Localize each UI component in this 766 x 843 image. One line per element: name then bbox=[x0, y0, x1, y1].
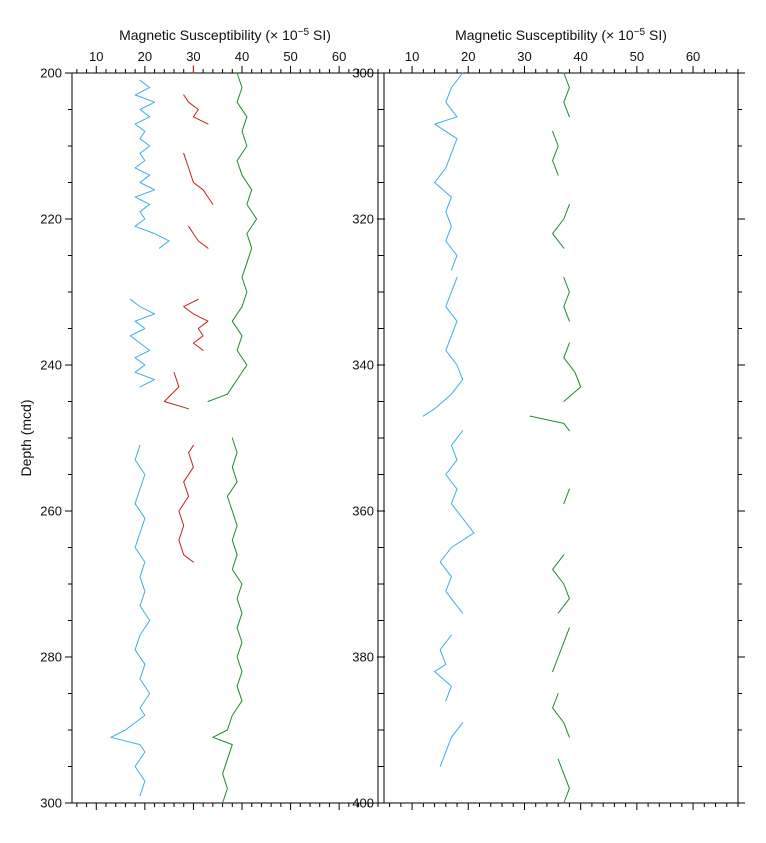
series-1-segment bbox=[129, 298, 156, 388]
series-1-segment bbox=[434, 72, 464, 271]
y-tick-label: 240 bbox=[40, 358, 62, 373]
x-tick-label: 50 bbox=[283, 49, 297, 64]
chart-panel-2: 10 20 30 40 50 60 300 320 340 360 380 400 Magnetic S… bbox=[352, 27, 745, 811]
x-tick-label: 50 bbox=[630, 49, 644, 64]
series-2-segment bbox=[529, 415, 570, 432]
x-tick-label: 40 bbox=[235, 49, 249, 64]
series-2-segment bbox=[552, 693, 570, 738]
plot-frame bbox=[383, 72, 739, 804]
y-tick-label: 360 bbox=[352, 504, 374, 519]
series-1-segment bbox=[439, 722, 464, 767]
y-tick-label: 200 bbox=[40, 66, 62, 81]
y-tick-label: 260 bbox=[40, 504, 62, 519]
series-2-segment bbox=[552, 203, 570, 249]
x-tick-label: 10 bbox=[405, 49, 419, 64]
series-2-segment bbox=[552, 627, 570, 673]
plot-frame bbox=[71, 72, 379, 804]
chart-panel-1: 10 20 30 40 50 60 200 220 240 260 280 300 Magnetic S… bbox=[18, 27, 385, 811]
series-1-segment bbox=[439, 430, 475, 614]
series-2-segment bbox=[552, 554, 570, 614]
series-1-segment bbox=[434, 634, 452, 702]
series-2-segment bbox=[563, 342, 582, 402]
y-tick-label: 340 bbox=[352, 358, 374, 373]
series-2-segment bbox=[183, 152, 214, 205]
series-2-segment bbox=[563, 488, 570, 505]
series-2-segment bbox=[188, 225, 209, 249]
series-2-segment bbox=[563, 72, 570, 118]
series-2-segment bbox=[178, 444, 194, 563]
series-1-segment bbox=[110, 444, 151, 797]
y-tick-label: 300 bbox=[40, 796, 62, 811]
series-2-segment bbox=[563, 276, 570, 322]
series-2-segment bbox=[183, 298, 209, 351]
series-3-segment bbox=[207, 72, 258, 402]
series-1-segment bbox=[134, 79, 170, 249]
x-tick-label: 20 bbox=[138, 49, 152, 64]
y-tick-label: 380 bbox=[352, 650, 374, 665]
x-tick-label: 30 bbox=[186, 49, 200, 64]
y-tick-label: 220 bbox=[40, 212, 62, 227]
y-tick-label: 300 bbox=[352, 66, 374, 81]
x-axis-title: Magnetic Susceptibility (× 10−5 SI) bbox=[119, 27, 331, 44]
x-tick-label: 60 bbox=[686, 49, 700, 64]
series-2-segment bbox=[552, 130, 559, 176]
x-axis-title: Magnetic Susceptibility (× 10−5 SI) bbox=[455, 27, 667, 44]
y-tick-label: 320 bbox=[352, 212, 374, 227]
x-tick-label: 60 bbox=[332, 49, 346, 64]
series-1-segment bbox=[422, 276, 464, 417]
series-2-segment bbox=[557, 758, 570, 804]
y-axis-title: Depth (mcd) bbox=[18, 399, 34, 476]
series-2-segment bbox=[183, 94, 209, 125]
y-tick-label: 280 bbox=[40, 650, 62, 665]
series-3-segment bbox=[212, 437, 243, 804]
x-tick-label: 30 bbox=[517, 49, 531, 64]
x-tick-label: 20 bbox=[461, 49, 475, 64]
x-tick-label: 10 bbox=[89, 49, 103, 64]
y-tick-label: 400 bbox=[352, 796, 374, 811]
x-tick-label: 40 bbox=[573, 49, 587, 64]
series-2-segment bbox=[163, 371, 190, 410]
